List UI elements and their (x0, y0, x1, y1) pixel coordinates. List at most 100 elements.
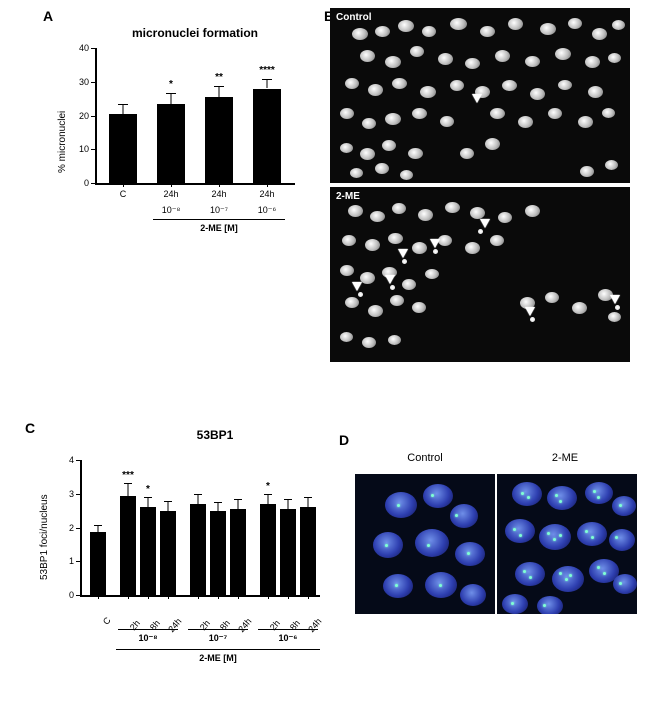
micronucleus (358, 292, 363, 297)
group-line (153, 219, 285, 220)
y-tick-label: 40 (67, 43, 89, 53)
nucleus (408, 148, 423, 159)
focus (585, 530, 588, 533)
nucleus (525, 56, 540, 67)
bar (160, 511, 176, 595)
group-label: 2-ME [M] (116, 653, 320, 663)
conc-line (188, 629, 248, 630)
nucleus (373, 532, 403, 558)
focus (559, 534, 562, 537)
nucleus (480, 26, 495, 37)
y-tick (91, 48, 95, 49)
nucleus (360, 148, 375, 160)
nucleus (502, 594, 528, 614)
nucleus (592, 28, 607, 40)
error-bar (230, 499, 246, 509)
nucleus (613, 574, 637, 594)
panel-d: D Control 2-ME (345, 432, 640, 652)
nucleus (612, 20, 625, 30)
focus (615, 536, 618, 539)
nucleus (537, 596, 563, 614)
focus (603, 572, 606, 575)
panel-d-treated-title: 2-ME (505, 452, 625, 464)
nucleus (585, 56, 600, 68)
arrowhead-icon (610, 295, 620, 304)
arrowhead-icon (430, 239, 440, 248)
group-line (116, 649, 320, 650)
panel-a: A micronuclei formation % micronuclei 01… (25, 8, 305, 248)
nucleus (512, 482, 542, 506)
nucleus (547, 486, 577, 510)
x-tick (238, 595, 239, 599)
bar (140, 507, 156, 595)
nucleus (375, 163, 389, 174)
arrowhead-icon (472, 94, 482, 103)
nucleus (362, 118, 376, 129)
y-axis (80, 460, 82, 595)
nucleus (470, 207, 485, 219)
bar (205, 97, 233, 183)
focus (559, 572, 562, 575)
nucleus (602, 108, 615, 118)
nucleus (340, 108, 354, 119)
bar (253, 89, 281, 184)
nucleus (540, 23, 556, 35)
error-bar (210, 502, 226, 510)
x-tick (198, 595, 199, 599)
nucleus (525, 205, 540, 217)
bar (90, 532, 106, 595)
nucleus (350, 168, 363, 178)
nucleus (438, 235, 452, 246)
bar (190, 504, 206, 595)
error-bar (109, 104, 137, 113)
nucleus (340, 143, 353, 153)
y-tick (91, 116, 95, 117)
x-tick (123, 183, 124, 187)
y-tick (91, 183, 95, 184)
focus (455, 514, 458, 517)
nucleus (418, 209, 433, 221)
y-tick-label: 30 (67, 77, 89, 87)
nucleus (345, 78, 359, 89)
focus (555, 494, 558, 497)
focus (543, 604, 546, 607)
error-bar (300, 497, 316, 507)
nucleus (388, 233, 403, 244)
error-bar (160, 501, 176, 511)
nucleus (392, 203, 406, 214)
panel-b-treated-image: 2-ME (330, 187, 630, 362)
bar (109, 114, 137, 183)
nucleus (539, 524, 571, 550)
significance-marker: * (256, 481, 280, 492)
nucleus (375, 26, 390, 37)
x-tick (128, 595, 129, 599)
nucleus (383, 574, 413, 598)
panel-c-chart: 01234*****C2h8h24h2h8h24h2h8h24h10⁻⁸10⁻⁷… (25, 420, 325, 700)
focus (619, 504, 622, 507)
y-tick-label: 20 (67, 111, 89, 121)
panel-d-control-title: Control (365, 452, 485, 464)
x-tick (171, 183, 172, 187)
panel-d-control-image (355, 474, 495, 614)
panel-b-control-image: Control (330, 8, 630, 183)
focus (619, 582, 622, 585)
nucleus (398, 20, 414, 32)
panel-b-control-label: Control (336, 12, 372, 23)
nucleus (498, 212, 512, 223)
error-bar (140, 497, 156, 507)
nucleus (348, 205, 363, 217)
conc-line (258, 629, 318, 630)
x-tick (219, 183, 220, 187)
nucleus (578, 116, 593, 128)
panel-d-treated-image (497, 474, 637, 614)
nucleus (530, 88, 545, 100)
nucleus (385, 492, 417, 518)
nucleus (577, 522, 607, 546)
error-bar (253, 79, 281, 88)
nucleus (588, 86, 603, 98)
x-tick (98, 595, 99, 599)
y-tick-label: 0 (56, 590, 74, 600)
focus (523, 570, 526, 573)
bar (260, 504, 276, 595)
nucleus (390, 295, 404, 306)
